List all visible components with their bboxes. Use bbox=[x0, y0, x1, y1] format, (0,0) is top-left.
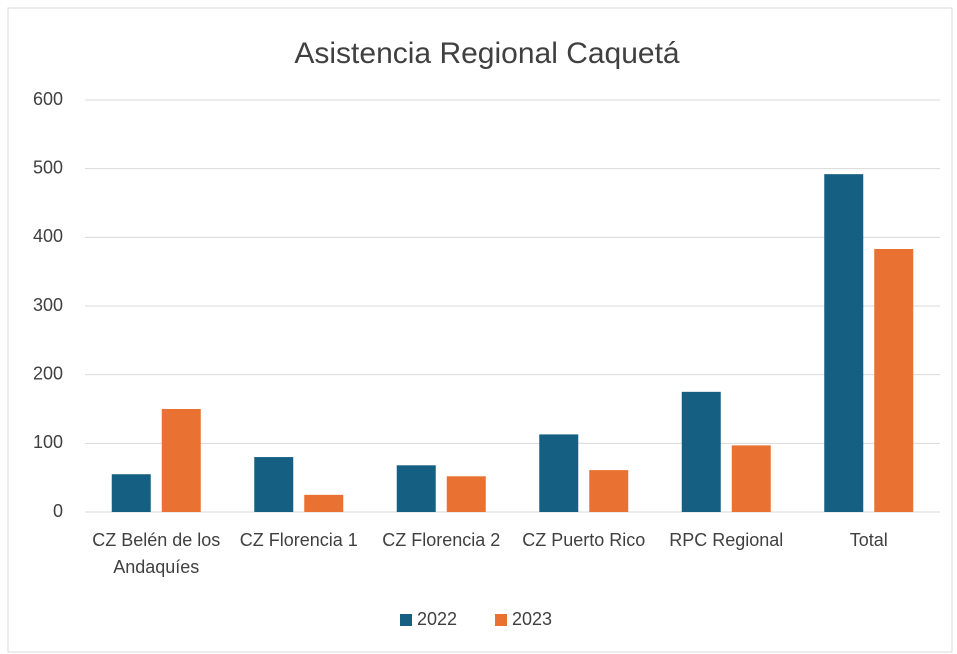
y-tick-label: 200 bbox=[33, 363, 63, 383]
y-tick-label: 300 bbox=[33, 295, 63, 315]
y-tick-label: 400 bbox=[33, 226, 63, 246]
bar bbox=[161, 409, 201, 512]
chart-frame bbox=[7, 7, 953, 653]
bar bbox=[396, 465, 436, 512]
bar bbox=[681, 391, 721, 512]
bar bbox=[446, 476, 486, 512]
bar bbox=[874, 249, 914, 513]
y-tick-label: 600 bbox=[33, 89, 63, 109]
bar bbox=[824, 174, 864, 512]
x-tick-label: CZ Belén de los Andaquíes bbox=[92, 530, 221, 577]
bar bbox=[304, 494, 344, 512]
x-tick-label: RPC Regional bbox=[669, 530, 784, 550]
bar bbox=[254, 457, 294, 512]
chart-title: Asistencia Regional Caquetá bbox=[294, 37, 680, 70]
x-tick-label: Total bbox=[849, 530, 888, 550]
x-tick-label: CZ Florencia 2 bbox=[382, 530, 501, 550]
x-tick-label: CZ Puerto Rico bbox=[522, 530, 646, 550]
y-tick-label: 100 bbox=[33, 432, 63, 452]
y-tick-label: 0 bbox=[53, 501, 63, 521]
bar bbox=[589, 470, 629, 512]
legend-swatch bbox=[495, 614, 507, 626]
legend-label: 2023 bbox=[512, 609, 552, 629]
legend-swatch bbox=[400, 614, 412, 626]
bar bbox=[111, 474, 151, 512]
x-tick-label: CZ Florencia 1 bbox=[239, 530, 358, 550]
bar bbox=[731, 445, 771, 512]
bar bbox=[539, 434, 579, 512]
y-tick-label: 500 bbox=[33, 157, 63, 177]
legend-label: 2022 bbox=[417, 609, 457, 629]
